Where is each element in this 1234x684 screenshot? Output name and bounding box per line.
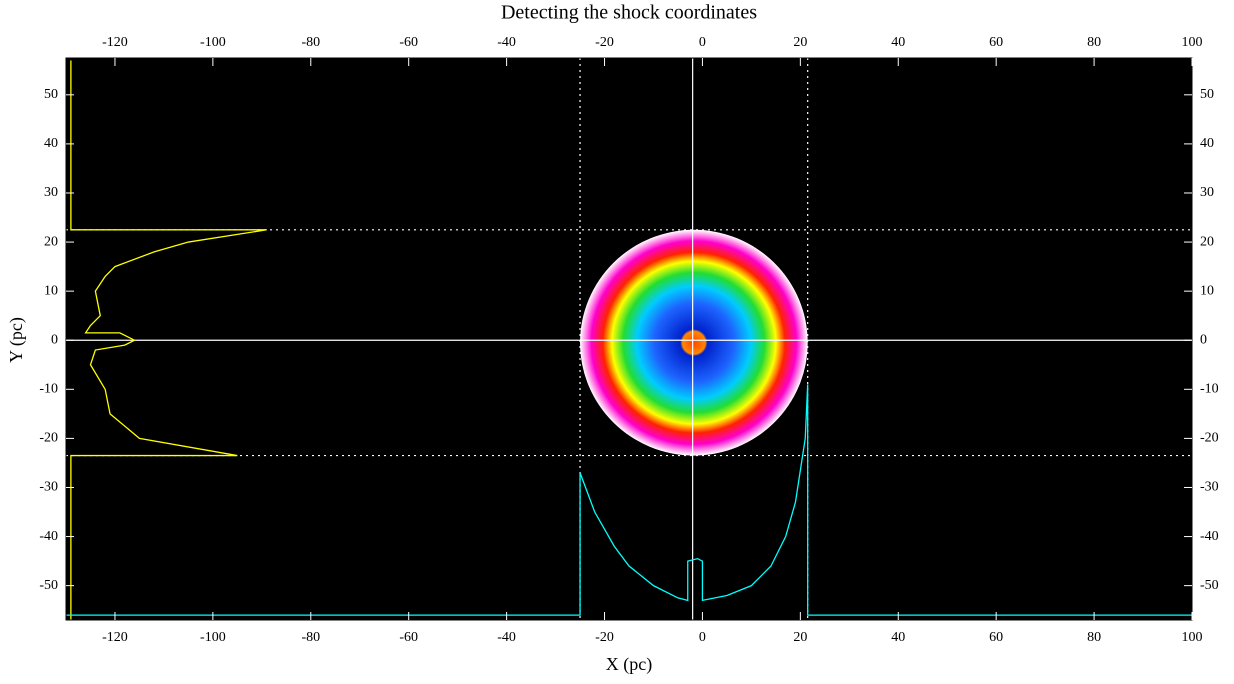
x-tick-label: 100 [1182,630,1203,645]
chart-title: Detecting the shock coordinates [501,2,757,24]
x-tick-label: -40 [497,630,516,645]
y-right-tick-label: -10 [1200,382,1219,397]
y-tick-label: 20 [44,234,58,249]
density-map [580,229,808,456]
y-right-tick-label: 40 [1200,136,1214,151]
y-right-tick-label: 20 [1200,234,1214,249]
y-tick-label: 10 [44,283,58,298]
x-axis-label: X (pc) [606,654,652,675]
y-tick-label: 40 [44,136,58,151]
x-top-tick-label: -100 [200,35,226,50]
x-tick-label: -20 [595,630,614,645]
x-tick-label: 20 [793,630,807,645]
x-top-tick-label: -20 [595,35,614,50]
y-tick-label: 30 [44,185,58,200]
x-top-tick-label: -40 [497,35,516,50]
x-top-tick-label: -120 [102,35,128,50]
x-top-tick-label: 100 [1182,35,1203,50]
x-tick-label: -120 [102,630,128,645]
y-tick-label: -30 [39,480,58,495]
y-tick-label: -40 [39,529,58,544]
y-tick-label: -20 [39,431,58,446]
y-axis-label: Y (pc) [6,317,27,363]
y-right-tick-label: -30 [1200,480,1219,495]
y-tick-label: -10 [39,382,58,397]
y-right-tick-label: 10 [1200,283,1214,298]
x-top-tick-label: 80 [1087,35,1101,50]
y-right-tick-label: 0 [1200,332,1207,347]
x-top-tick-label: 20 [793,35,807,50]
y-right-tick-label: -40 [1200,529,1219,544]
y-tick-label: 0 [51,332,58,347]
x-top-tick-label: 60 [989,35,1003,50]
y-right-tick-label: 30 [1200,185,1214,200]
y-tick-label: -50 [39,578,58,593]
x-tick-label: -60 [399,630,418,645]
x-tick-label: -100 [200,630,226,645]
y-right-tick-label: -50 [1200,578,1219,593]
x-top-tick-label: -60 [399,35,418,50]
plot-frame [65,57,1193,621]
y-right-tick-label: -20 [1200,431,1219,446]
x-tick-label: 80 [1087,630,1101,645]
x-tick-label: 60 [989,630,1003,645]
x-top-tick-label: -80 [301,35,320,50]
profile-line [70,60,267,620]
x-tick-label: 40 [891,630,905,645]
y-tick-label: 50 [44,87,58,102]
x-top-tick-label: 40 [891,35,905,50]
profile-line [66,384,1192,616]
y-right-tick-label: 50 [1200,87,1214,102]
x-tick-label: -80 [301,630,320,645]
x-top-tick-label: 0 [699,35,706,50]
x-tick-label: 0 [699,630,706,645]
